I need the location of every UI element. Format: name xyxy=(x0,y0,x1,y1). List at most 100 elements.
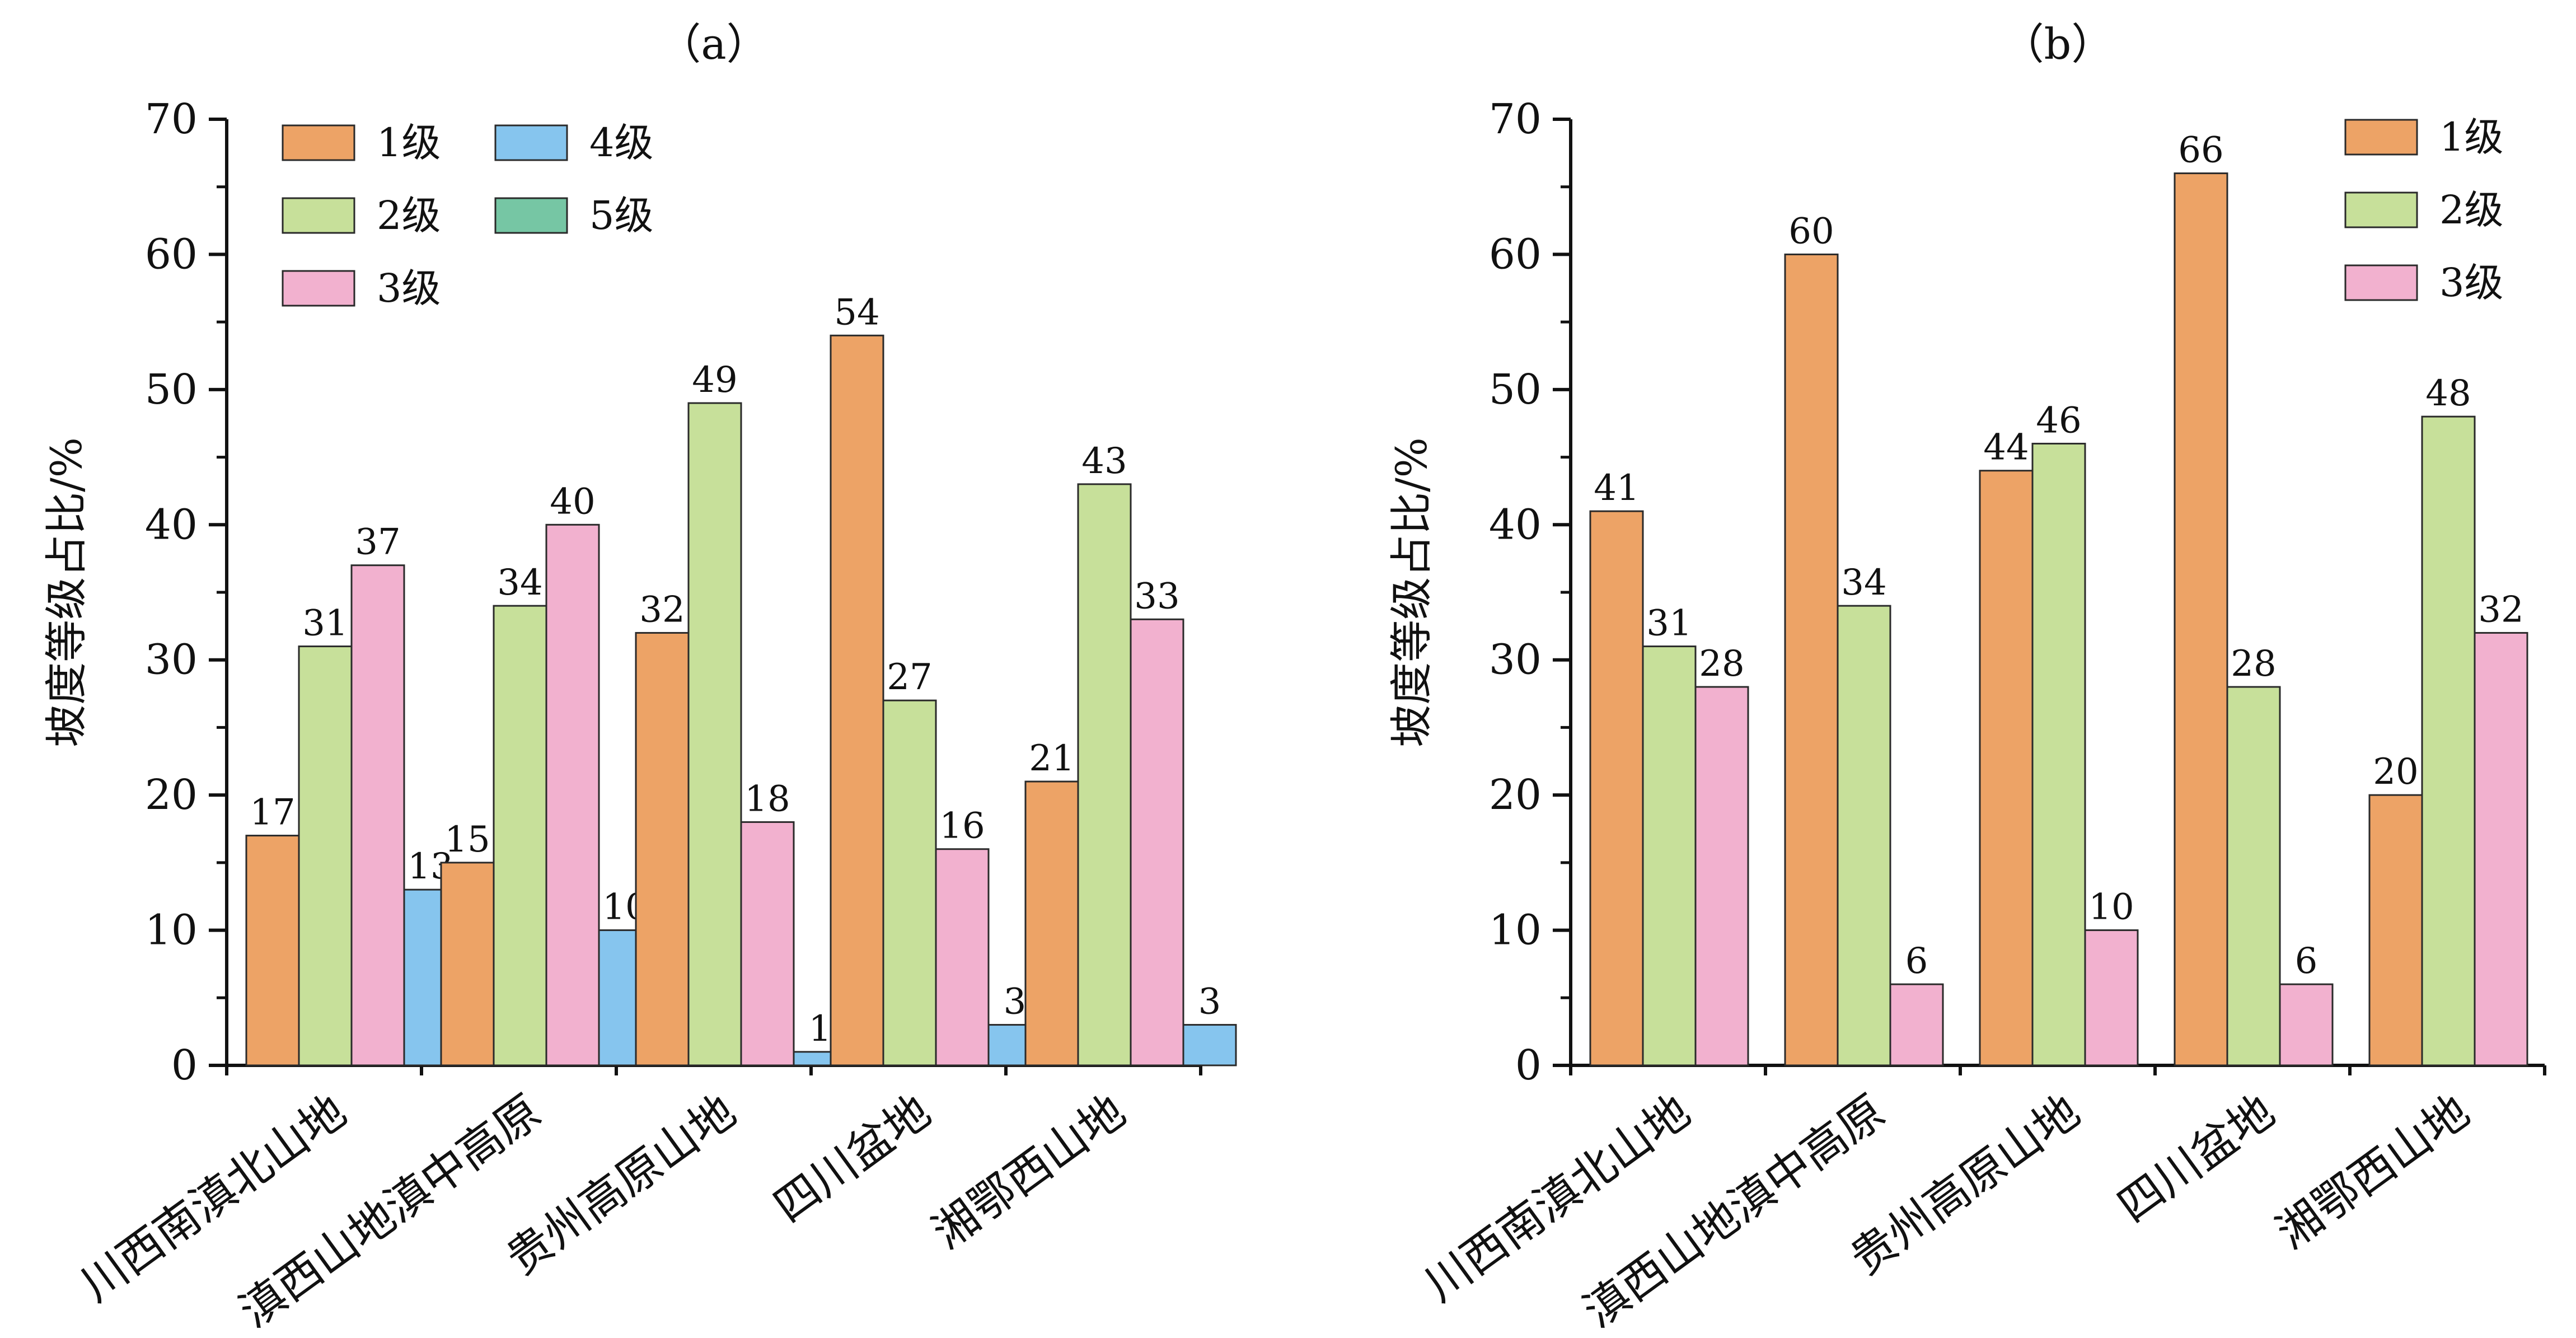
y-tick-label: 60 xyxy=(145,230,198,278)
bar-2级-3 xyxy=(2226,686,2281,1066)
data-label: 32 xyxy=(2478,589,2523,630)
legend-label: 4级 xyxy=(589,120,654,166)
legend: 1级 2级 3级 4级 5级 xyxy=(282,120,654,311)
bar-4级-4 xyxy=(1182,1024,1237,1066)
y-axis-label: 坡度等级占比/% xyxy=(1387,437,1436,747)
y-tick-label: 40 xyxy=(1489,500,1542,549)
legend-swatch-1级 xyxy=(282,124,355,161)
legend-swatch-3级 xyxy=(282,270,355,307)
bar-1级-1 xyxy=(440,862,495,1066)
data-label: 3 xyxy=(1004,981,1027,1023)
y-tick-label: 20 xyxy=(1489,771,1542,819)
bar-2级-1 xyxy=(1837,605,1891,1066)
bar-3级-2 xyxy=(2084,929,2139,1066)
data-label: 1 xyxy=(809,1008,832,1050)
bar-3级-0 xyxy=(350,564,405,1066)
data-label: 34 xyxy=(497,562,542,603)
data-label: 28 xyxy=(2231,643,2276,685)
bar-1级-2 xyxy=(1979,470,2034,1066)
legend-swatch-1级 xyxy=(2344,119,2418,156)
data-label: 31 xyxy=(1646,603,1692,644)
bar-3级-1 xyxy=(545,523,600,1066)
bar-3级-0 xyxy=(1694,686,1749,1066)
bar-2级-3 xyxy=(882,699,937,1066)
y-axis-label: 坡度等级占比/% xyxy=(41,437,91,747)
bar-1级-4 xyxy=(1024,780,1079,1066)
data-label: 37 xyxy=(355,522,400,563)
data-label: 33 xyxy=(1134,576,1179,617)
data-label: 16 xyxy=(939,806,985,847)
bar-1级-3 xyxy=(2174,172,2228,1066)
y-tick-label: 40 xyxy=(145,500,198,549)
data-label: 18 xyxy=(744,778,790,820)
data-label: 60 xyxy=(1788,210,1834,252)
y-tick-label: 30 xyxy=(1489,636,1542,684)
data-label: 49 xyxy=(692,359,737,401)
data-label: 6 xyxy=(1905,941,1928,982)
legend-swatch-2级 xyxy=(282,197,355,234)
data-label: 46 xyxy=(2036,400,2081,441)
data-label: 40 xyxy=(550,481,595,522)
bar-3级-2 xyxy=(740,821,795,1066)
data-label: 54 xyxy=(834,292,879,333)
y-tick-label: 10 xyxy=(1489,906,1542,955)
data-label: 43 xyxy=(1081,441,1127,482)
legend-swatch-5级 xyxy=(494,197,568,234)
bar-3级-1 xyxy=(1889,983,1944,1066)
legend-swatch-4级 xyxy=(494,124,568,161)
legend-swatch-2级 xyxy=(2344,191,2418,228)
data-label: 34 xyxy=(1841,562,1886,603)
data-label: 15 xyxy=(444,819,490,860)
chart-title: （b） xyxy=(2002,19,2114,69)
y-tick-label: 10 xyxy=(145,906,198,955)
data-label: 10 xyxy=(2088,887,2134,928)
legend-swatch-3级 xyxy=(2344,264,2418,301)
data-label: 31 xyxy=(302,603,348,644)
bar-1级-4 xyxy=(2368,794,2423,1066)
data-label: 48 xyxy=(2425,373,2471,414)
data-label: 27 xyxy=(887,657,932,698)
legend-label: 2级 xyxy=(2439,187,2504,233)
legend-label: 5级 xyxy=(589,193,654,238)
data-label: 66 xyxy=(2178,130,2223,171)
chart-title: （a） xyxy=(658,19,769,69)
bar-3级-4 xyxy=(2474,631,2528,1066)
bar-3级-4 xyxy=(1130,618,1184,1066)
y-tick-label: 50 xyxy=(1489,366,1542,414)
legend: 1级 2级 3级 xyxy=(2344,114,2504,306)
y-tick-label: 70 xyxy=(1489,95,1542,143)
bar-2级-0 xyxy=(1642,645,1697,1066)
data-label: 32 xyxy=(639,589,685,630)
data-label: 17 xyxy=(250,792,295,834)
legend-label: 2级 xyxy=(377,193,441,238)
bar-2级-4 xyxy=(2421,415,2476,1066)
bar-2级-2 xyxy=(2031,442,2086,1066)
data-label: 41 xyxy=(1594,467,1639,509)
legend-label: 1级 xyxy=(2439,114,2504,160)
bar-1级-0 xyxy=(1589,510,1644,1066)
y-tick-label: 0 xyxy=(1515,1041,1542,1089)
bar-3级-3 xyxy=(935,848,990,1066)
bar-3级-3 xyxy=(2279,983,2334,1066)
legend-label: 3级 xyxy=(2439,260,2504,306)
legend-label: 1级 xyxy=(377,120,441,166)
data-label: 44 xyxy=(1983,427,2029,469)
legend-label: 3级 xyxy=(377,265,441,311)
bar-2级-0 xyxy=(298,645,353,1066)
bar-2级-1 xyxy=(493,605,547,1066)
bar-1级-3 xyxy=(830,334,884,1066)
data-label: 6 xyxy=(2295,941,2318,982)
y-tick-label: 30 xyxy=(145,636,198,684)
y-tick-label: 50 xyxy=(145,366,198,414)
bar-2级-4 xyxy=(1077,483,1132,1066)
data-label: 20 xyxy=(2373,751,2418,793)
y-tick-label: 0 xyxy=(171,1041,198,1089)
bar-1级-1 xyxy=(1784,253,1839,1066)
bar-1级-0 xyxy=(245,835,300,1066)
data-label: 28 xyxy=(1699,643,1744,685)
bar-2级-2 xyxy=(687,402,742,1066)
y-tick-label: 60 xyxy=(1489,230,1542,278)
